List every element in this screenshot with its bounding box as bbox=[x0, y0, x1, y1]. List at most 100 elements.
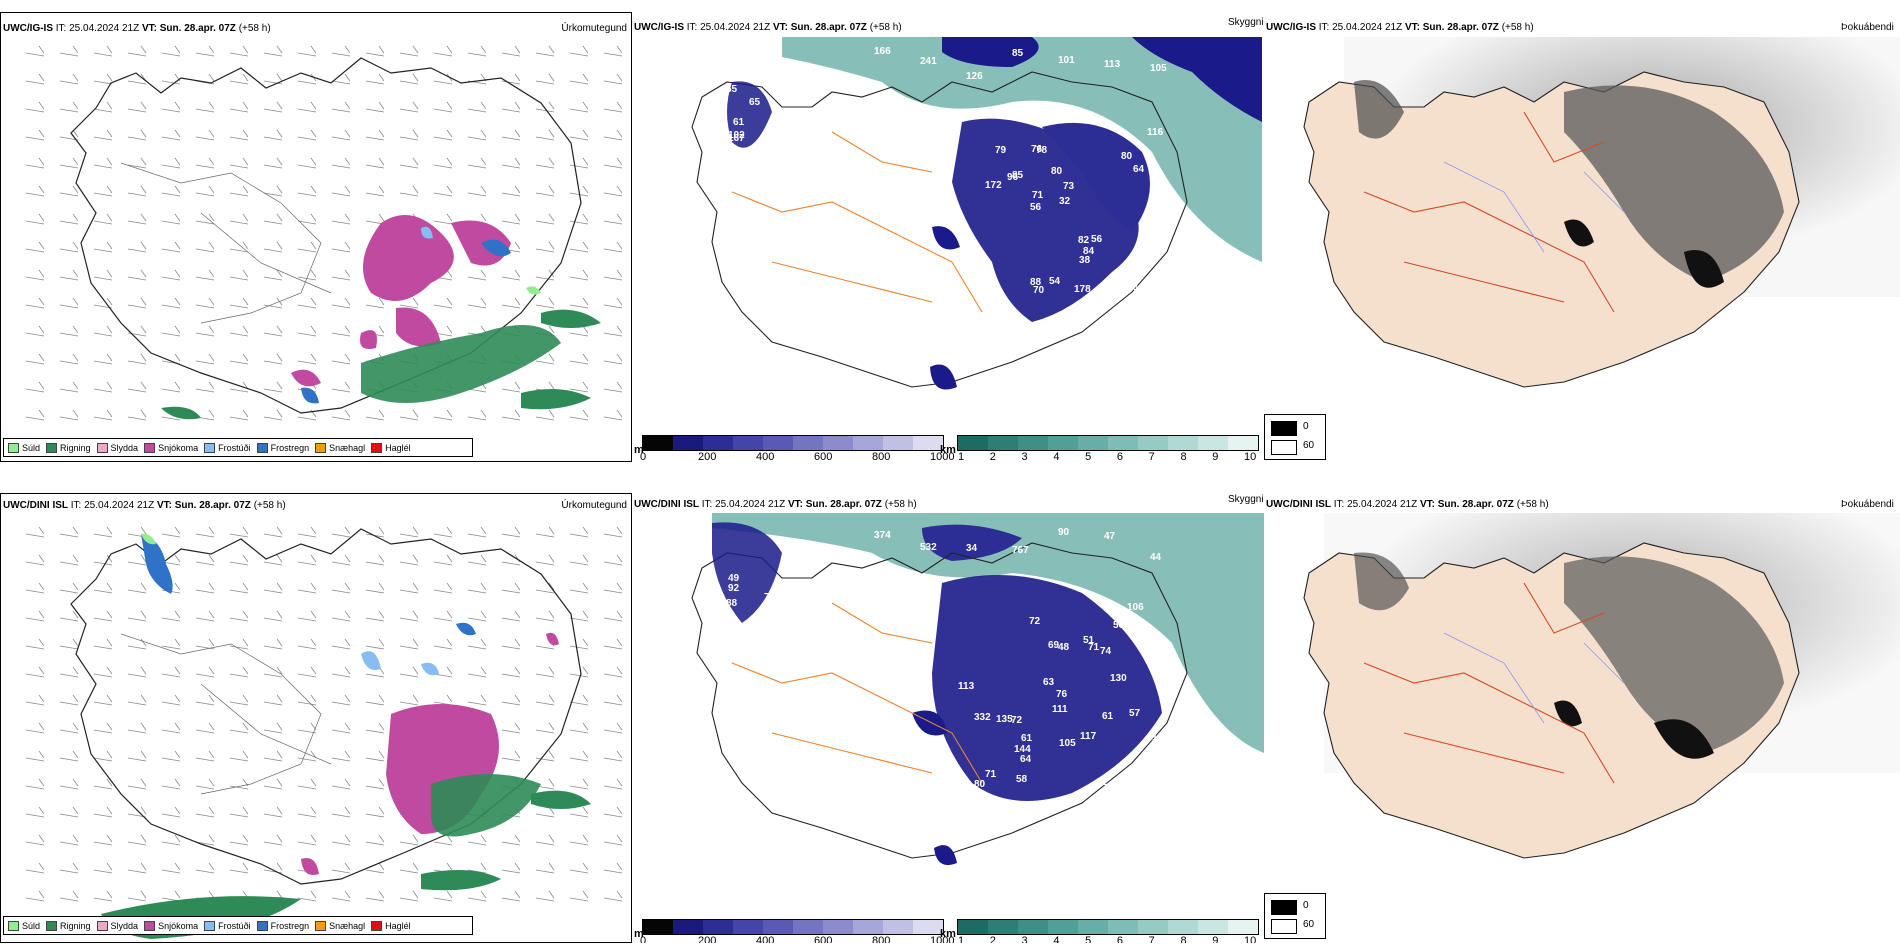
wind-barb bbox=[59, 241, 79, 253]
colorbar-segment bbox=[703, 920, 733, 934]
wind-barb bbox=[195, 582, 215, 594]
wind-barb bbox=[127, 610, 147, 622]
wind-barb bbox=[59, 666, 79, 678]
wind-barb bbox=[229, 73, 249, 85]
wind-barb bbox=[229, 582, 249, 594]
wind-barb bbox=[25, 185, 45, 197]
wind-barb bbox=[569, 241, 589, 253]
colorbar-segment bbox=[1048, 920, 1078, 934]
meter-colorbar bbox=[642, 435, 944, 451]
wind-barb bbox=[25, 269, 45, 281]
wind-barb bbox=[467, 269, 487, 281]
visibility-label: 74 bbox=[1100, 646, 1112, 657]
wind-barb bbox=[263, 806, 283, 818]
colorbar-segment bbox=[853, 436, 883, 450]
wind-barb bbox=[365, 157, 385, 169]
wind-barb bbox=[603, 582, 623, 594]
visibility-label: 117 bbox=[1080, 731, 1097, 742]
precip-map-canvas bbox=[25, 45, 623, 421]
visibility-label: 113 bbox=[1104, 59, 1121, 70]
colorbar-tick: 1 bbox=[958, 451, 965, 462]
wind-barb bbox=[501, 694, 521, 706]
visibility-label: 85 bbox=[1012, 170, 1024, 181]
colorbar-tick: 1000 bbox=[930, 935, 955, 943]
fog-legend-swatch-dark bbox=[1271, 900, 1297, 915]
wind-barb bbox=[127, 834, 147, 846]
fog-legend: 0 60 bbox=[1264, 893, 1326, 939]
wind-barb bbox=[535, 582, 555, 594]
wind-barb bbox=[161, 129, 181, 141]
colorbar-tick: 8 bbox=[1180, 935, 1187, 943]
wind-barb bbox=[365, 638, 385, 650]
wind-barb bbox=[535, 269, 555, 281]
wind-barb bbox=[25, 610, 45, 622]
wind-barb bbox=[467, 834, 487, 846]
wind-barb bbox=[297, 129, 317, 141]
fog-legend-value: 0 bbox=[1303, 900, 1309, 911]
wind-barb bbox=[331, 157, 351, 169]
visibility-label: 65 bbox=[726, 84, 738, 95]
wind-barb bbox=[603, 638, 623, 650]
wind-barb bbox=[501, 129, 521, 141]
visibility-label: 61 bbox=[733, 117, 745, 128]
colorbar-segment bbox=[1078, 920, 1108, 934]
visibility-label: 144 bbox=[1014, 744, 1031, 755]
visibility-map-canvas: 299 142 166 241 126 85 101 113 105 102 76 80 83 85 64 6… bbox=[691, 37, 1262, 390]
wind-barb bbox=[25, 129, 45, 141]
legend-label: Rigning bbox=[60, 920, 91, 931]
wind-barb bbox=[535, 353, 555, 365]
visibility-label: 105 bbox=[1150, 63, 1167, 74]
colorbar-tick: 9 bbox=[1212, 935, 1219, 943]
wind-barb bbox=[297, 806, 317, 818]
visibility-label: 54 bbox=[1049, 276, 1061, 287]
wind-barb bbox=[467, 409, 487, 421]
wind-barb bbox=[501, 638, 521, 650]
wind-barb bbox=[93, 694, 113, 706]
wind-barb bbox=[127, 45, 147, 57]
wind-barb bbox=[297, 834, 317, 846]
wind-barb bbox=[263, 353, 283, 365]
colorbar-segment bbox=[1078, 436, 1108, 450]
wind-barb bbox=[161, 213, 181, 225]
wind-barb bbox=[331, 101, 351, 113]
legend-swatch bbox=[46, 920, 58, 931]
wind-barb bbox=[229, 409, 249, 421]
wind-barb bbox=[161, 101, 181, 113]
visibility-label: 105 bbox=[1059, 738, 1076, 749]
fog-map-canvas bbox=[1303, 37, 1900, 388]
panel-header: UWC/DINI ISL IT: 25.04.2024 21Z VT: Sun.… bbox=[634, 499, 917, 510]
wind-barb bbox=[161, 666, 181, 678]
legend-swatch bbox=[204, 442, 216, 453]
wind-barb bbox=[229, 638, 249, 650]
legend-item-frostregn: Frostregn bbox=[256, 442, 309, 453]
colorbar-segment bbox=[1018, 436, 1048, 450]
legend-item-súld: Súld bbox=[8, 920, 40, 931]
wind-barb bbox=[399, 297, 419, 309]
wind-barb bbox=[569, 554, 589, 566]
wind-barb bbox=[535, 554, 555, 566]
wind-barb bbox=[569, 610, 589, 622]
wind-barb bbox=[93, 185, 113, 197]
wind-barb bbox=[297, 45, 317, 57]
wind-barb bbox=[569, 381, 589, 393]
wind-barb bbox=[127, 129, 147, 141]
wind-barb bbox=[603, 750, 623, 762]
wind-barb bbox=[399, 834, 419, 846]
wind-barb bbox=[229, 101, 249, 113]
wind-barb bbox=[399, 526, 419, 538]
wind-barb bbox=[25, 213, 45, 225]
precip-type-legend: Súld Rigning Slydda Snjókoma Frostúði Frostre… bbox=[3, 916, 473, 935]
wind-barb bbox=[535, 610, 555, 622]
wind-barb bbox=[195, 297, 215, 309]
visibility-label: 84 bbox=[1083, 246, 1095, 257]
visibility-label: 34 bbox=[966, 543, 978, 554]
wind-barb bbox=[127, 101, 147, 113]
visibility-map-dini: UWC/DINI ISL IT: 25.04.2024 21Z VT: Sun.… bbox=[632, 493, 1264, 943]
wind-barb bbox=[331, 269, 351, 281]
legend-item-súld: Súld bbox=[8, 442, 40, 453]
visibility-label: 104 bbox=[1152, 732, 1169, 743]
fog-legend: 0 60 bbox=[1264, 414, 1326, 460]
wind-barb bbox=[59, 325, 79, 337]
wind-barb bbox=[331, 694, 351, 706]
wind-barb bbox=[229, 213, 249, 225]
